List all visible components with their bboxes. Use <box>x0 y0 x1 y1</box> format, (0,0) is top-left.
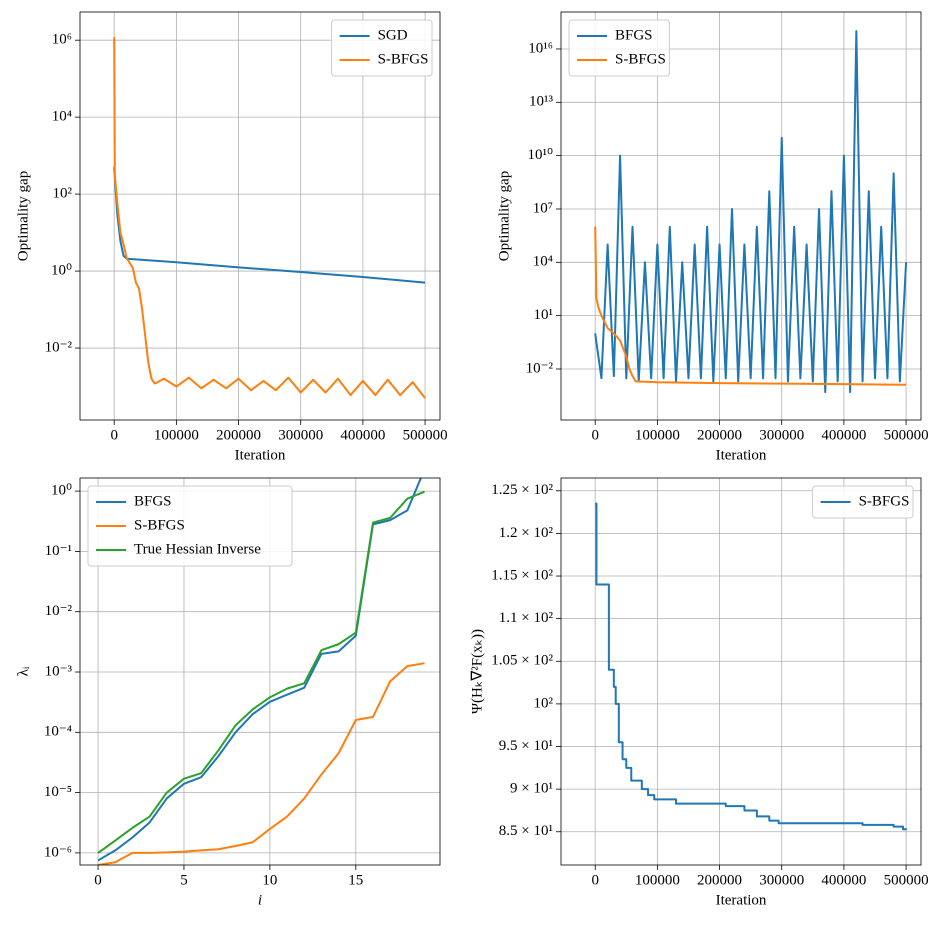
x-tick-label: 400000 <box>821 872 866 888</box>
y-tick-label: 9 × 10¹ <box>510 781 553 797</box>
x-tick-label: 200000 <box>697 427 742 443</box>
legend-label: BFGS <box>134 493 172 509</box>
y-tick-label: 10⁻⁵ <box>44 784 72 800</box>
x-tick-label: 100000 <box>154 427 199 443</box>
y-tick-label: 10² <box>53 186 73 202</box>
x-tick-label: 0 <box>94 872 102 888</box>
x-tick-label: 400000 <box>340 427 385 443</box>
axes-frame <box>79 11 441 421</box>
series-line <box>113 37 426 399</box>
legend: BFGS S-BFGS <box>568 19 670 77</box>
axes-frame <box>560 11 922 421</box>
x-tick-label: 300000 <box>278 427 323 443</box>
legend: S-BFGS <box>812 485 914 519</box>
x-axis-label: Iteration <box>716 892 767 908</box>
y-tick-label: 9.5 × 10¹ <box>499 738 553 754</box>
y-tick-label: 1.25 × 10² <box>491 482 553 498</box>
y-tick-label: 10² <box>534 695 554 711</box>
axes-frame <box>560 477 922 866</box>
y-tick-label: 10⁻³ <box>45 663 73 679</box>
y-tick-label: 10⁻¹ <box>45 543 72 559</box>
y-tick-label: 10⁻⁶ <box>44 844 72 860</box>
y-tick-label: 1.1 × 10² <box>499 610 554 626</box>
x-tick-label: 100000 <box>635 872 680 888</box>
y-tick-label: 10⁷ <box>533 200 553 216</box>
legend-box <box>812 485 914 519</box>
y-tick-label: 10⁶ <box>52 32 72 48</box>
x-tick-label: 15 <box>348 872 363 888</box>
x-tick-label: 300000 <box>759 427 804 443</box>
y-tick-label: 10⁻² <box>45 603 73 619</box>
legend-label: S-BFGS <box>859 493 910 509</box>
x-axis-label: Iteration <box>235 447 286 463</box>
y-tick-label: 1.2 × 10² <box>499 525 554 541</box>
y-tick-label: 8.5 × 10¹ <box>499 823 553 839</box>
y-axis-label: λᵢ <box>15 666 31 676</box>
y-tick-label: 1.05 × 10² <box>491 653 553 669</box>
legend-box <box>87 485 293 567</box>
series-line <box>595 502 908 831</box>
legend-label: BFGS <box>615 27 653 43</box>
series-line <box>113 167 426 284</box>
y-tick-label: 10¹³ <box>529 94 553 110</box>
x-tick-label: 200000 <box>216 427 261 443</box>
legend: BFGS S-BFGS True Hessian Inverse <box>87 485 293 567</box>
x-tick-label: 0 <box>110 427 118 443</box>
subplot: 0 100000 200000 300000 400000 500000 10⁻² 10⁰ 10… <box>15 11 448 463</box>
axes-frame <box>79 477 441 866</box>
x-tick-label: 10 <box>262 872 277 888</box>
x-tick-label: 100000 <box>635 427 680 443</box>
y-axis-label: Optimality gap <box>496 171 512 261</box>
x-tick-label: 500000 <box>403 427 448 443</box>
subplot: 0 100000 200000 300000 400000 500000 8.5 × 10¹… <box>469 477 929 908</box>
y-tick-label: 10⁰ <box>51 263 72 279</box>
series-line <box>594 30 908 394</box>
y-tick-label: 10⁰ <box>51 483 72 499</box>
x-tick-label: 500000 <box>884 427 929 443</box>
y-tick-label: 10⁻² <box>45 339 73 355</box>
y-axis-label: Ψ(Hₖ∇²F(xₖ)) <box>469 629 485 714</box>
x-tick-label: 5 <box>180 872 188 888</box>
series-line <box>97 490 425 854</box>
legend-label: S-BFGS <box>134 517 185 533</box>
x-tick-label: 200000 <box>697 872 742 888</box>
y-tick-label: 10⁻² <box>526 360 554 376</box>
subplot: 0 100000 200000 300000 400000 500000 10⁻² 10¹ 10… <box>496 11 929 463</box>
x-axis-label: Iteration <box>716 447 767 463</box>
series-line <box>97 662 425 865</box>
legend: SGD S-BFGS <box>331 19 433 77</box>
y-tick-label: 10¹ <box>534 307 554 323</box>
x-tick-label: 0 <box>591 872 599 888</box>
y-tick-label: 10⁻⁴ <box>44 724 72 740</box>
x-tick-label: 500000 <box>884 872 929 888</box>
subplot: 0 5 10 15 10⁻⁶ 10⁻⁵ 10⁻⁴ 10⁻³ 10⁻² 10⁻¹ 10⁰ i λᵢ BFGS… <box>15 477 441 908</box>
legend-box <box>331 19 433 77</box>
x-axis-label: i <box>258 892 262 908</box>
legend-box <box>568 19 670 77</box>
y-tick-label: 1.15 × 10² <box>491 567 553 583</box>
x-tick-label: 0 <box>591 427 599 443</box>
series-line <box>594 226 907 386</box>
x-tick-label: 400000 <box>821 427 866 443</box>
y-tick-label: 10¹⁰ <box>527 147 553 163</box>
y-axis-label: Optimality gap <box>15 171 31 261</box>
legend-label: SGD <box>378 27 408 43</box>
legend-label: S-BFGS <box>615 51 666 67</box>
y-tick-label: 10⁴ <box>52 109 72 125</box>
y-tick-label: 10¹⁶ <box>528 40 553 56</box>
legend-label: True Hessian Inverse <box>134 541 261 557</box>
y-tick-label: 10⁴ <box>533 254 553 270</box>
x-tick-label: 300000 <box>759 872 804 888</box>
legend-label: S-BFGS <box>378 51 429 67</box>
